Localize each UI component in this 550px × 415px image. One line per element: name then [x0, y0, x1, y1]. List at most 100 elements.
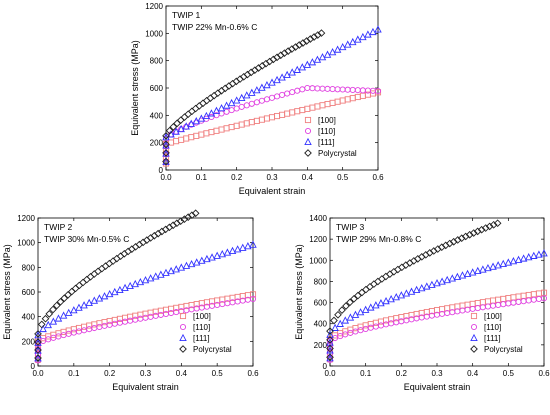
- x-tick-label: 0.2: [104, 369, 116, 378]
- data-point: [530, 251, 538, 259]
- series-triangle: [34, 240, 257, 362]
- data-point: [359, 92, 366, 99]
- data-point: [34, 338, 42, 346]
- data-point: [191, 104, 200, 113]
- data-point: [169, 123, 178, 131]
- data-point: [330, 316, 338, 325]
- y-tick-label: 800: [150, 57, 164, 66]
- data-point: [402, 289, 411, 297]
- data-point: [101, 262, 110, 270]
- data-point: [177, 124, 185, 133]
- data-point: [258, 83, 266, 91]
- data-point: [258, 116, 265, 123]
- data-point: [273, 75, 281, 84]
- data-point: [469, 305, 476, 312]
- y-tick-label: 0: [31, 362, 36, 371]
- data-point: [81, 327, 88, 334]
- y-axis-title: Equivalent stress (MPa): [130, 40, 140, 136]
- data-point: [356, 308, 365, 316]
- data-point: [299, 86, 306, 93]
- data-point: [294, 108, 301, 115]
- data-point: [453, 236, 462, 244]
- data-point: [464, 301, 471, 308]
- data-point: [222, 101, 231, 109]
- data-point: [232, 96, 241, 104]
- data-point: [484, 303, 492, 310]
- legend-label: Polycrystal: [193, 345, 232, 354]
- data-point: [56, 297, 65, 306]
- data-point: [362, 285, 370, 294]
- data-point: [342, 331, 349, 338]
- data-point: [105, 259, 114, 268]
- data-point: [326, 353, 334, 362]
- data-point: [111, 287, 119, 296]
- y-tick-label: 1000: [17, 239, 35, 248]
- data-point: [433, 279, 441, 287]
- legend-label: [100]: [484, 312, 502, 321]
- legend-label: [110]: [318, 127, 335, 136]
- data-point: [223, 248, 232, 256]
- chart-panel-3: 0.0 0.1 0.2 0.3 0.4 0.5 0.6 0 200 400 600 800 1000 12…: [294, 214, 550, 392]
- data-point: [112, 254, 121, 263]
- data-point: [75, 281, 84, 290]
- data-point: [49, 317, 58, 325]
- data-point: [294, 87, 301, 94]
- data-point: [489, 262, 497, 270]
- y-tick-label: 1000: [145, 29, 163, 38]
- data-point: [279, 111, 286, 118]
- legend-marker: [304, 149, 312, 157]
- legend-marker: [179, 345, 187, 353]
- x-tick-label: 0.2: [396, 369, 408, 378]
- data-point: [199, 99, 207, 108]
- data-point: [394, 265, 402, 274]
- data-point: [374, 25, 382, 33]
- data-point: [326, 344, 334, 353]
- x-tick-label: 0.4: [302, 173, 314, 182]
- data-point: [500, 301, 507, 308]
- data-point: [228, 124, 235, 131]
- y-tick-label: 0: [323, 362, 328, 371]
- data-point: [334, 86, 341, 93]
- data-point: [459, 307, 466, 314]
- data-point: [223, 125, 230, 132]
- data-point: [369, 27, 377, 36]
- x-tick-label: 0.4: [467, 369, 479, 378]
- data-point: [45, 310, 54, 318]
- data-point: [60, 294, 69, 303]
- data-point: [44, 320, 52, 329]
- data-point: [299, 106, 306, 114]
- data-point: [401, 261, 410, 269]
- data-point: [198, 256, 206, 264]
- data-point: [339, 86, 346, 93]
- data-point: [79, 278, 87, 287]
- data-point: [477, 225, 486, 234]
- data-point: [116, 285, 124, 294]
- data-point: [34, 343, 42, 351]
- data-point: [176, 217, 185, 226]
- data-point: [489, 220, 498, 229]
- data-point: [349, 95, 356, 102]
- data-point: [233, 105, 240, 112]
- legend-marker: [304, 137, 312, 146]
- legend-label: [111]: [484, 334, 501, 343]
- data-point: [481, 224, 490, 232]
- data-point: [243, 91, 251, 99]
- data-point: [188, 107, 196, 116]
- data-point: [500, 295, 507, 302]
- data-point: [515, 293, 522, 300]
- data-point: [336, 319, 344, 327]
- data-point: [80, 301, 88, 309]
- data-point: [223, 108, 230, 115]
- data-point: [489, 297, 497, 304]
- data-point: [370, 280, 378, 288]
- data-point: [268, 114, 276, 121]
- y-tick-label: 200: [22, 337, 36, 346]
- data-point: [509, 257, 518, 265]
- data-point: [59, 311, 68, 319]
- chart-panel-1: 0.0 0.1 0.2 0.3 0.4 0.5 0.6 0 200 400 600 800 1000 12…: [130, 2, 384, 196]
- data-point: [249, 295, 257, 302]
- data-point: [280, 49, 289, 58]
- legend-marker: [179, 312, 187, 320]
- data-point: [314, 103, 321, 110]
- data-point: [326, 335, 334, 344]
